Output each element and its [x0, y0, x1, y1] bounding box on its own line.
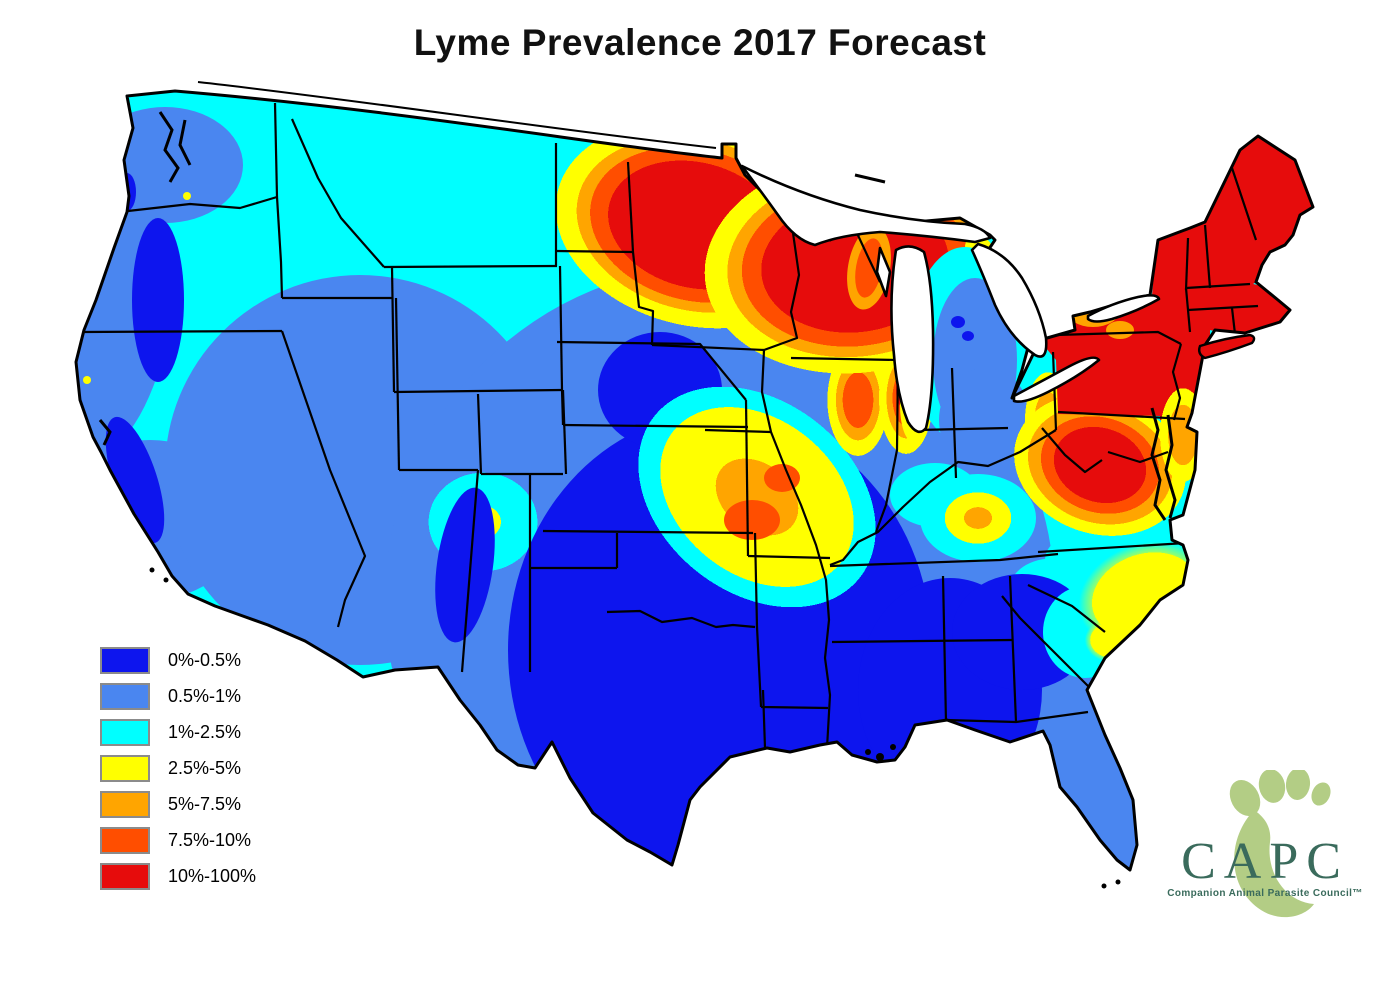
small-islands [149, 567, 1121, 889]
lake-superior [740, 164, 992, 247]
capc-logo: CAPC Companion Animal Parasite Council™ [1150, 770, 1380, 920]
legend-row-1: 0.5%-1% [100, 682, 256, 710]
us-outline [74, 89, 1315, 872]
legend-swatch-2 [100, 718, 150, 746]
lake-erie [1012, 356, 1101, 403]
legend-label-0: 0%-0.5% [168, 649, 242, 670]
page-title: Lyme Prevalence 2017 Forecast [413, 22, 987, 63]
legend-label-1: 0.5%-1% [168, 685, 242, 706]
state-boundaries [81, 102, 1259, 749]
canada-border-line [197, 81, 717, 149]
legend-swatch-4 [100, 790, 150, 818]
paw-icon [1229, 770, 1331, 918]
legend-swatch-5 [100, 826, 150, 854]
green-bay [875, 246, 892, 298]
legend-swatch-1 [100, 682, 150, 710]
legend-row-6: 10%-100% [100, 862, 256, 890]
lake-ontario [1086, 294, 1161, 323]
legend-row-3: 2.5%-5% [100, 754, 256, 782]
great-lakes [740, 164, 1161, 434]
logo-tagline: Companion Animal Parasite Council™ [1167, 888, 1363, 899]
legend-swatch-6 [100, 862, 150, 890]
legend-swatch-0 [100, 646, 150, 674]
legend-swatch-3 [100, 754, 150, 782]
logo-wordmark: CAPC [1181, 833, 1349, 890]
long-island [1197, 333, 1256, 360]
legend-label-3: 2.5%-5% [168, 757, 242, 778]
legend-label-4: 5%-7.5% [168, 793, 242, 814]
legend-label-6: 10%-100% [168, 865, 257, 886]
legend-row-5: 7.5%-10% [100, 826, 256, 854]
legend-row-2: 1%-2.5% [100, 718, 256, 746]
coastal-details [98, 111, 1177, 521]
legend-row-4: 5%-7.5% [100, 790, 256, 818]
legend-label-5: 7.5%-10% [168, 829, 252, 850]
prevalence-legend: 0%-0.5% 0.5%-1% 1%-2.5% 2.5%-5% 5%-7.5% 7.5%-… [100, 646, 256, 898]
lake-huron [970, 242, 1048, 358]
lake-michigan [890, 245, 935, 434]
legend-label-2: 1%-2.5% [168, 721, 242, 742]
legend-row-0: 0%-0.5% [100, 646, 256, 674]
